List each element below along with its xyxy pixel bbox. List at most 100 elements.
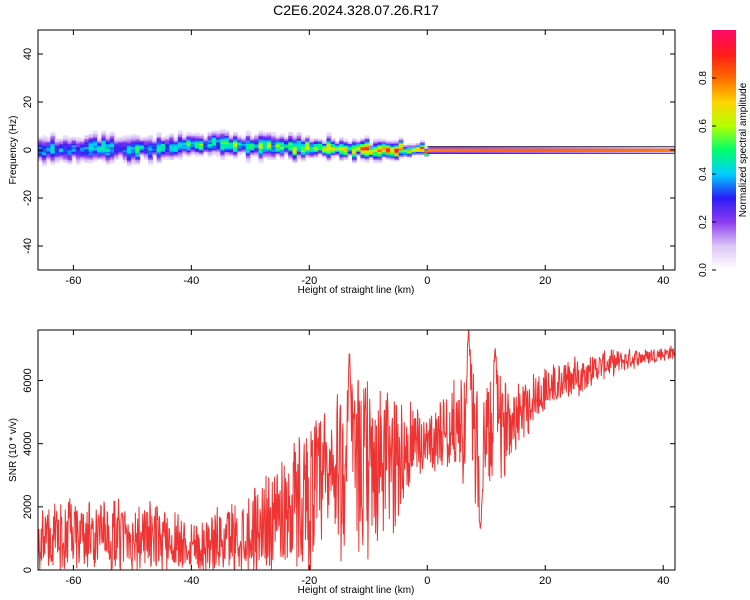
- spectrogram-cell: [177, 154, 183, 157]
- spectrogram-cell: [169, 140, 175, 143]
- spectrogram-cell: [54, 159, 60, 162]
- spectrogram-cell: [394, 156, 400, 159]
- spectrogram-cell: [46, 141, 52, 144]
- spectrogram-cell: [135, 135, 141, 138]
- spectrogram-cell: [101, 146, 107, 149]
- spectrogram-cell: [38, 159, 43, 162]
- spectrogram-cell: [143, 152, 149, 156]
- spectrogram-cell: [58, 152, 64, 156]
- spectrogram-cell: [71, 152, 77, 156]
- spectrogram-cell: [300, 148, 306, 151]
- spectrogram-cell: [581, 148, 587, 151]
- spectrogram-cell: [390, 159, 396, 162]
- spectrogram-cell: [296, 133, 302, 136]
- spectrogram-cell: [547, 151, 553, 154]
- spectrogram-cell: [250, 152, 255, 156]
- spectrogram-cell: [538, 151, 544, 154]
- spectrogram-cell: [165, 154, 170, 157]
- spectrogram-cell: [177, 151, 183, 154]
- spectrogram-cell: [245, 151, 251, 154]
- spectrogram-cell: [135, 157, 141, 160]
- spectrogram-cell: [220, 138, 226, 141]
- spectrogram-cell: [305, 135, 311, 138]
- spectrogram-cell: [296, 156, 302, 159]
- spectrogram-cell: [177, 130, 183, 133]
- spectrogram-cell: [300, 138, 306, 141]
- spectrogram-cell: [254, 141, 260, 144]
- spectrogram-cell: [339, 141, 345, 144]
- spectrogram-cell: [131, 154, 136, 157]
- spectrogram-cell: [105, 152, 111, 156]
- spectrogram-cell: [109, 149, 115, 152]
- spectrogram-cell: [126, 164, 132, 167]
- spectrogram-cell: [114, 151, 119, 154]
- spectrogram-cell: [97, 156, 102, 159]
- spectrogram-cell: [54, 149, 60, 152]
- spectrogram-cell: [627, 148, 633, 151]
- spectrogram-cell: [381, 149, 387, 152]
- spectrogram-cell: [267, 138, 272, 141]
- spectrogram-cell: [139, 154, 145, 157]
- spectrogram-cell: [623, 151, 629, 154]
- spectrogram-cell: [67, 157, 73, 160]
- spectrogram-cell: [262, 151, 268, 154]
- spectrogram-cell: [598, 146, 604, 149]
- spectrogram-cell: [186, 149, 192, 152]
- spectrogram-cell: [114, 136, 119, 140]
- spectrogram-cell: [305, 144, 311, 148]
- spectrogram-cell: [126, 156, 132, 159]
- spectrogram-cell: [543, 146, 548, 149]
- spectrogram-cell: [46, 156, 52, 159]
- spectrogram-cell: [203, 151, 209, 154]
- spectrogram-cell: [122, 156, 128, 159]
- spectrogram-cell: [334, 151, 340, 154]
- spectrogram-cell: [428, 148, 434, 151]
- spectrogram-cell: [67, 136, 73, 140]
- spectrogram-cell: [165, 146, 170, 149]
- spectrogram-cell: [275, 146, 281, 149]
- spectrogram-cell: [220, 144, 226, 148]
- spectrogram-cell: [186, 146, 192, 149]
- spectrogram-cell: [462, 148, 468, 151]
- spectrogram-cell: [105, 156, 111, 159]
- spectrogram-cell: [224, 136, 230, 140]
- spectrogram-cell: [173, 148, 179, 151]
- spectrogram-cell: [258, 144, 264, 148]
- spectrogram-cell: [54, 138, 60, 141]
- spectrogram-cell: [415, 144, 421, 148]
- spectrogram-cell: [271, 136, 277, 140]
- spectrogram-cell: [177, 132, 183, 135]
- spectrogram-cell: [190, 149, 196, 152]
- spectrogram-cell: [169, 141, 175, 144]
- spectrogram-cell: [160, 157, 166, 160]
- y-tick-label: -40: [22, 238, 34, 254]
- spectrogram-cell: [543, 148, 548, 151]
- spectrogram-cell: [262, 135, 268, 138]
- spectrogram-cell: [424, 152, 429, 156]
- spectrogram-cell: [356, 146, 362, 149]
- spectrogram-cell: [169, 143, 175, 146]
- spectrogram-cell: [148, 152, 153, 156]
- spectrogram-cell: [46, 140, 52, 143]
- spectrogram-cell: [385, 148, 391, 151]
- spectrogram-cell: [126, 144, 132, 148]
- spectrogram-cell: [292, 146, 298, 149]
- spectrogram-cell: [339, 144, 345, 148]
- spectrogram-cell: [228, 152, 234, 156]
- spectrogram-cell: [428, 146, 434, 149]
- spectrogram-cell: [279, 144, 285, 148]
- spectrogram-cell: [534, 146, 540, 149]
- spectrogram-cell: [254, 133, 260, 136]
- spectrogram-cell: [398, 151, 404, 154]
- spectrogram-cell: [50, 138, 56, 141]
- spectrogram-cell: [63, 159, 69, 162]
- spectrogram-cell: [411, 144, 417, 148]
- spectrogram-cell: [402, 148, 408, 151]
- spectrogram-cell: [449, 149, 455, 152]
- spectrogram-cell: [190, 135, 196, 138]
- spectrogram-cell: [88, 135, 94, 138]
- spectrogram-cell: [101, 140, 107, 143]
- spectrogram-cell: [347, 149, 353, 152]
- spectrogram-cell: [224, 138, 230, 141]
- spectrogram-cell: [203, 144, 209, 148]
